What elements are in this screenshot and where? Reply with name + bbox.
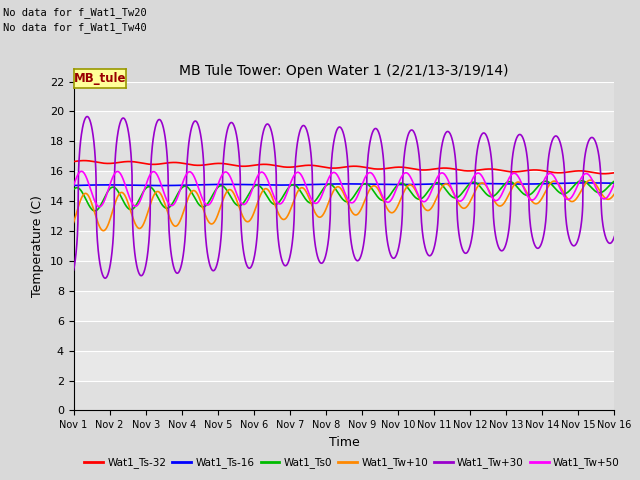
Text: MB_tule: MB_tule <box>74 72 126 85</box>
Title: MB Tule Tower: Open Water 1 (2/21/13-3/19/14): MB Tule Tower: Open Water 1 (2/21/13-3/1… <box>179 64 509 78</box>
Bar <box>74 142 614 171</box>
Text: No data for f_Wat1_Tw40: No data for f_Wat1_Tw40 <box>3 22 147 33</box>
Text: No data for f_Wat1_Tw20: No data for f_Wat1_Tw20 <box>3 7 147 18</box>
Bar <box>74 201 614 231</box>
X-axis label: Time: Time <box>328 436 360 449</box>
Bar <box>74 82 614 111</box>
Bar <box>74 381 614 410</box>
Bar <box>74 321 614 350</box>
Bar <box>74 261 614 291</box>
Y-axis label: Temperature (C): Temperature (C) <box>31 195 44 297</box>
Legend: Wat1_Ts-32, Wat1_Ts-16, Wat1_Ts0, Wat1_Tw+10, Wat1_Tw+30, Wat1_Tw+50: Wat1_Ts-32, Wat1_Ts-16, Wat1_Ts0, Wat1_T… <box>80 453 624 472</box>
